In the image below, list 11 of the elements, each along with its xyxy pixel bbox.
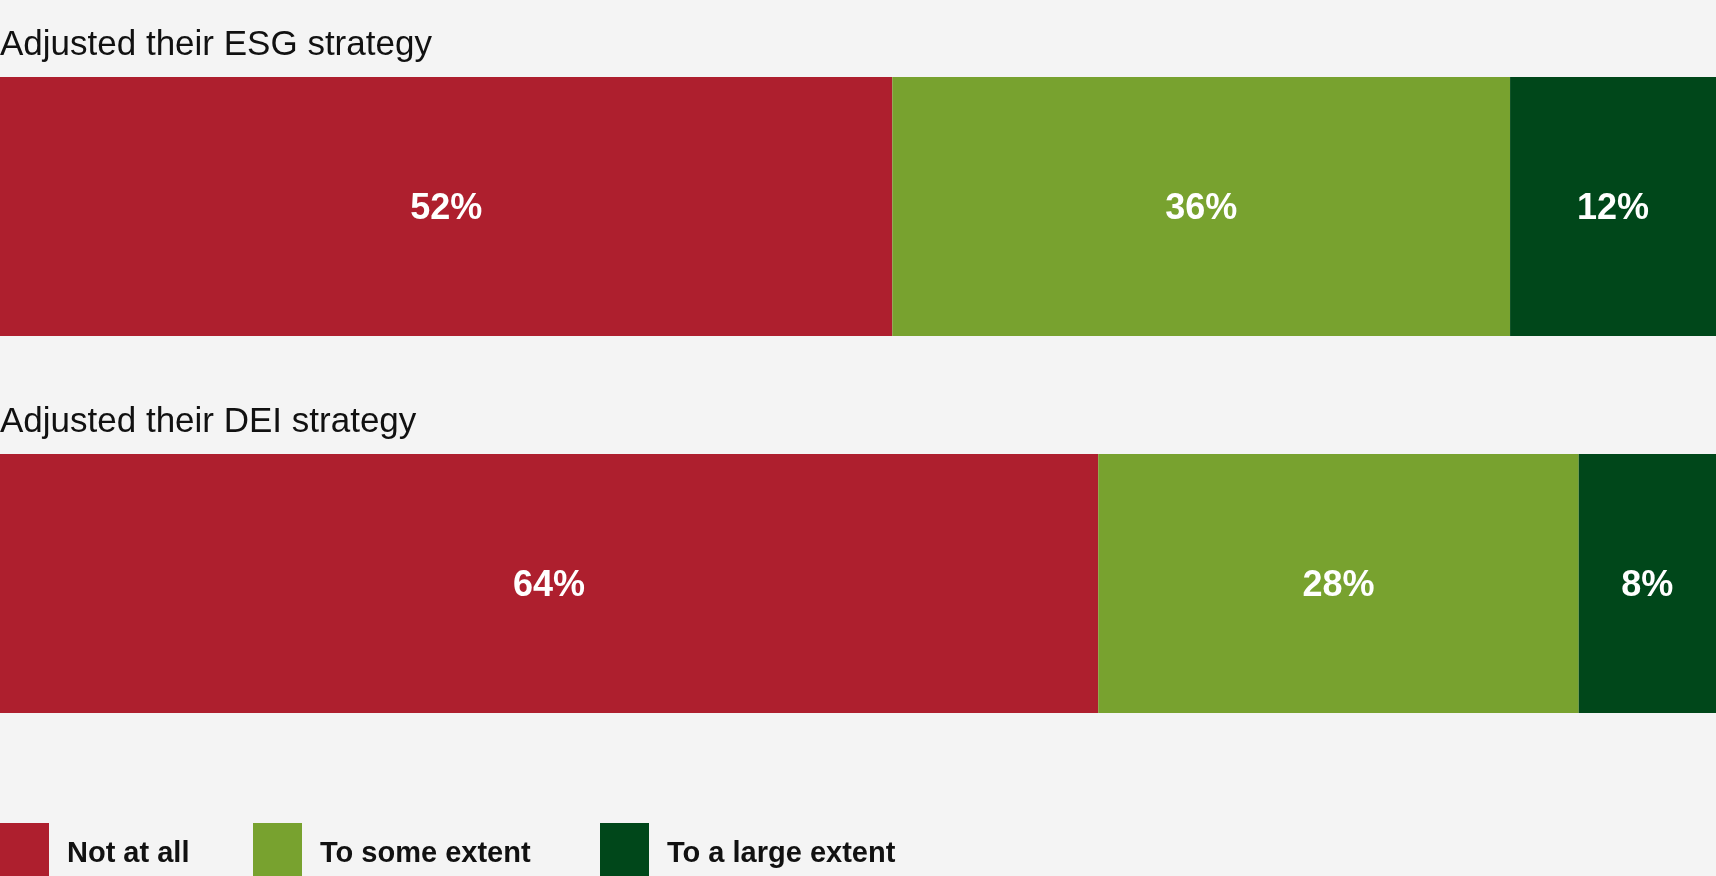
- data-label: 64%: [513, 563, 586, 604]
- data-label: 8%: [1621, 563, 1674, 604]
- data-label: 12%: [1577, 186, 1650, 227]
- data-label: 52%: [410, 186, 483, 227]
- y-tick-label: Adjusted their DEI strategy: [0, 400, 417, 439]
- legend-label: To a large extent: [667, 836, 896, 868]
- data-label: 28%: [1302, 563, 1375, 604]
- y-tick-label: Adjusted their ESG strategy: [0, 23, 433, 62]
- legend-label: Not at all: [67, 836, 190, 868]
- legend-label: To some extent: [320, 836, 531, 868]
- data-label: 36%: [1165, 186, 1238, 227]
